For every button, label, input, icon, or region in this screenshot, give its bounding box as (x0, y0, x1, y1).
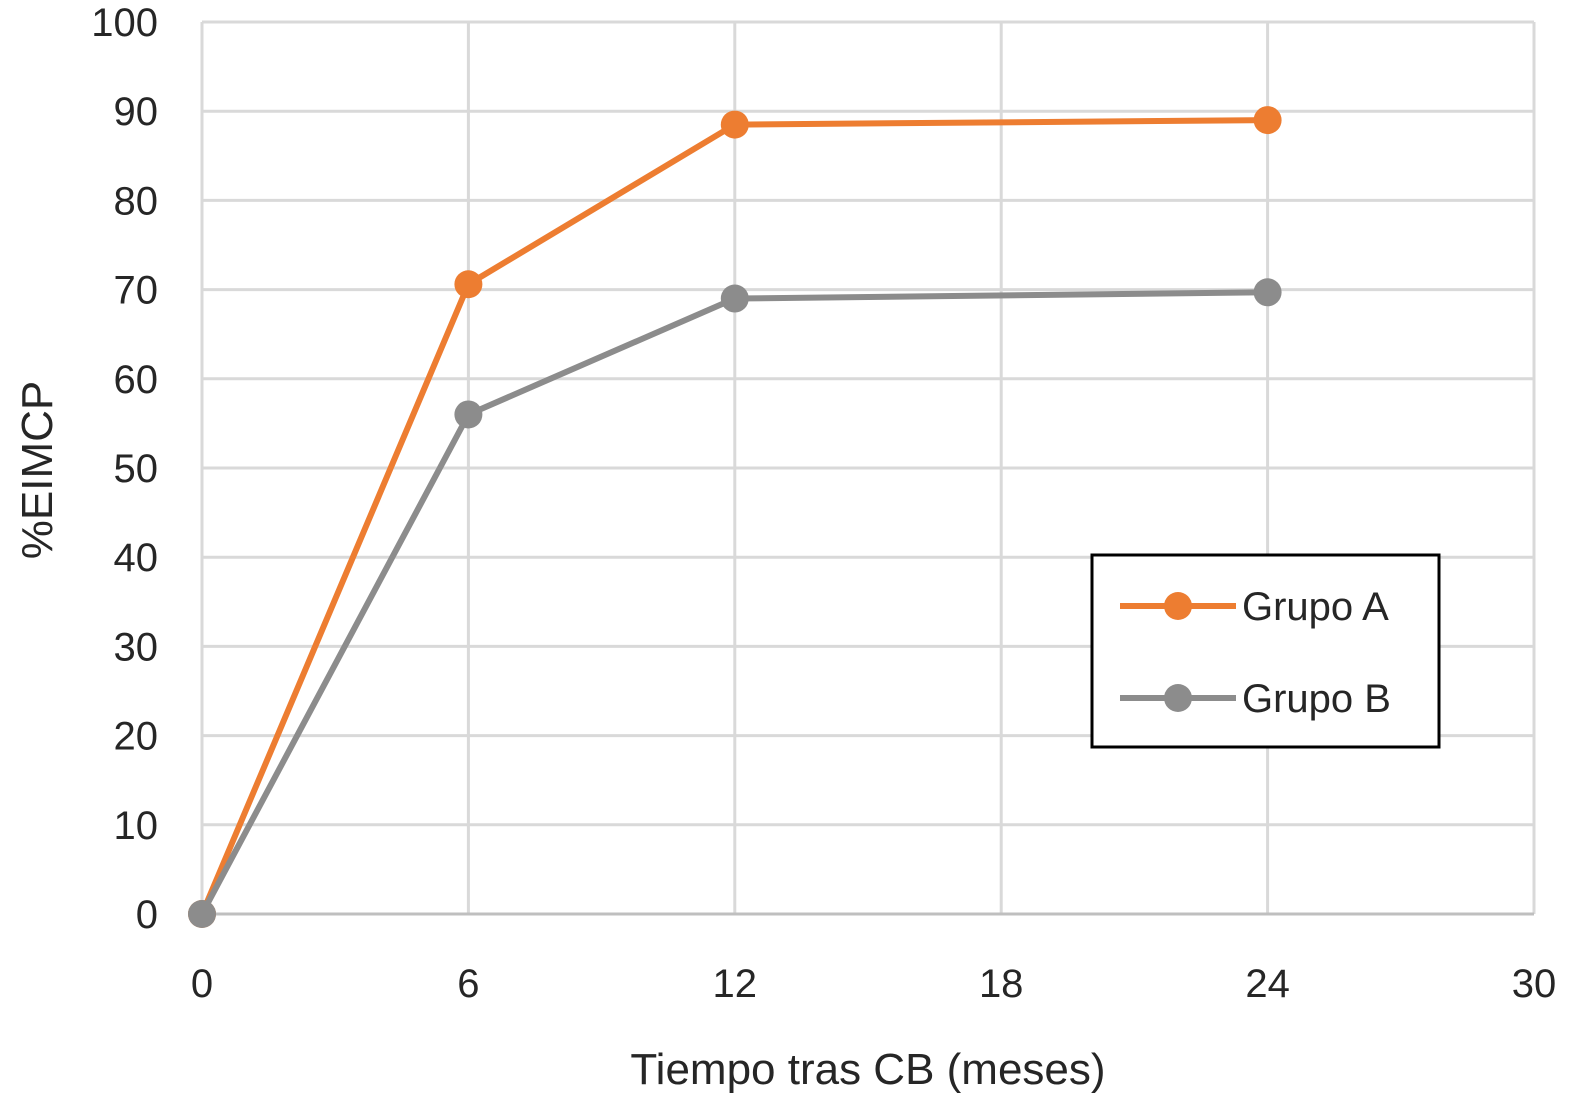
y-tick-label: 90 (114, 90, 159, 134)
y-tick-label: 10 (114, 804, 159, 848)
legend-item-grupo-a: Grupo A (1120, 585, 1389, 629)
x-tick-label: 6 (457, 962, 479, 1006)
data-point-grupo-b (720, 284, 749, 313)
legend-item-grupo-b: Grupo B (1120, 677, 1391, 721)
y-tick-label: 30 (114, 625, 159, 669)
legend-label-grupo-b: Grupo B (1242, 677, 1391, 721)
x-tick-label: 18 (979, 962, 1024, 1006)
series-grupo-b (188, 278, 1282, 928)
y-tick-label: 60 (114, 358, 159, 402)
y-tick-label: 40 (114, 536, 159, 580)
data-point-grupo-a (454, 270, 483, 299)
grid (200, 20, 1536, 916)
data-point-grupo-a (1253, 106, 1282, 135)
x-axis-title: Tiempo tras CB (meses) (630, 1045, 1105, 1094)
data-point-grupo-b (454, 400, 483, 429)
legend-label-grupo-a: Grupo A (1242, 585, 1389, 629)
legend-marker-grupo-b (1164, 684, 1192, 712)
legend-marker-grupo-a (1164, 592, 1192, 620)
y-axis-title: %EIMCP (13, 381, 62, 559)
x-tick-label: 12 (713, 962, 758, 1006)
legend-box (1090, 553, 1441, 749)
data-point-grupo-b (1253, 278, 1282, 307)
x-tick-label: 0 (191, 962, 213, 1006)
y-tick-label: 80 (114, 179, 159, 223)
series-line-grupo-b (199, 289, 1268, 916)
legend: Grupo A Grupo B (1090, 553, 1441, 749)
data-point-grupo-b (188, 900, 216, 928)
x-tick-label: 24 (1245, 962, 1290, 1006)
y-tick-label: 70 (114, 269, 159, 313)
series-group (188, 106, 1282, 928)
y-tick-label: 20 (114, 715, 159, 759)
y-tick-label: 0 (136, 893, 158, 937)
series-line-grupo-a (199, 117, 1268, 916)
y-tick-label: 50 (114, 447, 159, 491)
y-tick-label: 100 (91, 1, 158, 45)
x-axis-ticks: 0 6 12 18 24 30 (191, 962, 1556, 1006)
data-point-grupo-a (720, 110, 749, 139)
y-axis-ticks: 0 10 20 30 40 50 60 70 80 90 100 (91, 1, 158, 937)
x-tick-label: 30 (1512, 962, 1557, 1006)
